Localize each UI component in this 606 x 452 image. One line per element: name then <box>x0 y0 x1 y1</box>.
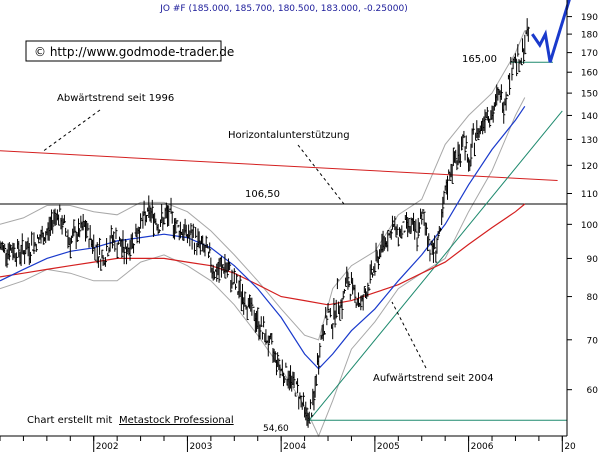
level-106-label: 106,50 <box>245 189 280 200</box>
x-tick-label: 2002 <box>96 442 119 452</box>
x-axis-ticks: 2002 2003 2004 2005 2006 20 <box>0 436 576 452</box>
y-tick-label: 170 <box>581 49 598 59</box>
uptrend-label: Aufwärtstrend seit 2004 <box>373 373 494 384</box>
y-axis-ticks: 60 70 80 90 100 110 120 130 140 150 160 170 180 190 <box>567 13 598 396</box>
y-tick-label: 140 <box>581 112 598 122</box>
x-tick-label: 2005 <box>377 442 400 452</box>
downtrend-line <box>0 150 558 181</box>
downtrend-label: Abwärtstrend seit 1996 <box>57 93 174 104</box>
y-tick-label: 160 <box>581 69 598 79</box>
y-tick-label: 120 <box>581 162 598 172</box>
y-tick-label: 80 <box>587 293 599 303</box>
level-lines <box>0 61 567 421</box>
x-tick-label: 2003 <box>189 442 212 452</box>
y-tick-label: 190 <box>581 13 598 23</box>
moving-average-long <box>0 203 526 306</box>
footer-prefix: Chart erstellt mit <box>27 415 112 426</box>
forecast-line <box>531 0 571 63</box>
y-tick-label: 110 <box>581 190 598 200</box>
y-tick-label: 150 <box>581 90 598 100</box>
y-tick-label: 100 <box>581 221 598 231</box>
bollinger-bands <box>0 30 526 438</box>
copyright-text: © http://www.godmode-trader.de <box>34 45 234 59</box>
y-tick-label: 130 <box>581 136 598 146</box>
uptrend-line <box>308 110 563 421</box>
low-label: 54,60 <box>263 424 289 434</box>
horizontal-support-label: Horizontalunterstützung <box>228 130 350 141</box>
forecast-path <box>531 0 571 63</box>
x-tick-label: 20 <box>564 442 576 452</box>
uptrend-pointer <box>391 301 427 369</box>
bollinger-lower-line <box>0 97 526 438</box>
chart-subtitle: JO #F (185.000, 185.700, 180.500, 183.00… <box>159 4 407 14</box>
y-tick-label: 180 <box>581 31 598 41</box>
copyright-box <box>25 40 222 62</box>
footer-link[interactable]: Metastock Professional <box>119 415 234 426</box>
y-tick-label: 90 <box>587 255 599 265</box>
horizontal-support-pointer <box>297 144 345 205</box>
bollinger-upper-line <box>0 30 526 341</box>
x-tick-label: 2004 <box>283 442 306 452</box>
y-tick-label: 70 <box>587 336 599 346</box>
level-165-label: 165,00 <box>462 54 497 65</box>
x-tick-label: 2006 <box>471 442 494 452</box>
y-tick-label: 60 <box>587 386 599 396</box>
price-series <box>0 18 530 428</box>
